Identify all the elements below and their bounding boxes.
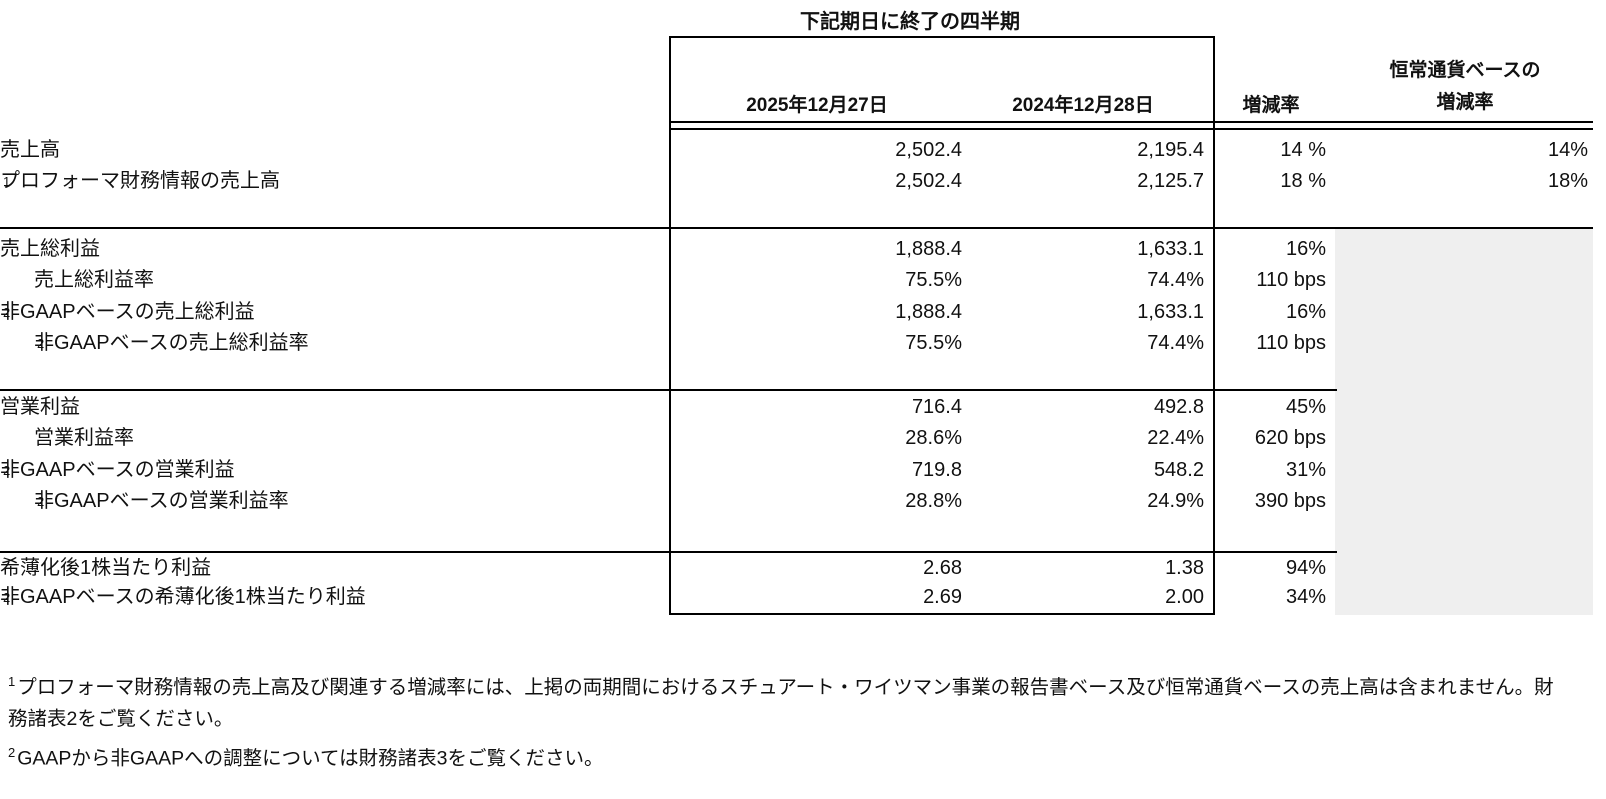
column-header-cc-change-line2: 増減率 (1436, 92, 1494, 113)
row-label: 売上高 (0, 139, 60, 161)
value-cc-change (1337, 423, 1588, 454)
value-cc-change (1337, 297, 1588, 328)
value-2025: 2.69 (923, 586, 962, 608)
row-label: プロフォーマ財務情報の売上高 1 (0, 170, 280, 192)
value-change: 390 bps (1254, 490, 1326, 512)
value-2025: 1,888.4 (895, 301, 962, 323)
row-label: 営業利益 (0, 396, 80, 418)
column-header-period-2024: 2024年12月28日 (1012, 95, 1154, 116)
section-rule-1 (0, 227, 1593, 229)
value-2025: 2,502.4 (895, 170, 962, 192)
table-row: 営業利益 716.4 492.8 45% (0, 392, 1606, 423)
value-cc-change: 18% (1547, 170, 1588, 192)
value-change: 45% (1285, 396, 1326, 418)
footnote-1: 1 プロフォーマ財務情報の売上高及び関連する増減率には、上掲の両期間におけるスチュ… (8, 666, 1568, 735)
table-row: 非GAAPベースの希薄化後1株当たり利益 2 2.69 2.00 34% (0, 582, 1606, 613)
table-row: 売上高 2,502.4 2,195.4 14 % 14% (0, 135, 1606, 166)
value-2025: 2,502.4 (895, 139, 962, 161)
value-change: 110 bps (1256, 269, 1326, 291)
value-2024: 548.2 (1153, 459, 1204, 481)
column-header-cc-change-line1: 恒常通貨ベースの (1389, 60, 1541, 81)
value-2024: 74.4% (1147, 332, 1204, 354)
column-header-period-2025: 2025年12月27日 (746, 95, 888, 116)
value-2025: 28.6% (905, 427, 962, 449)
row-label: 非GAAPベースの売上総利益 2 (0, 301, 255, 323)
value-2025: 716.4 (911, 396, 962, 418)
row-label: 売上総利益率 (34, 269, 154, 291)
value-2025: 75.5% (905, 269, 962, 291)
value-change: 34% (1285, 586, 1326, 608)
value-2024: 1,633.1 (1137, 301, 1204, 323)
value-cc-change (1337, 265, 1588, 296)
value-change: 16% (1285, 238, 1326, 260)
value-change: 31% (1285, 459, 1326, 481)
value-change: 110 bps (1256, 332, 1326, 354)
row-label: 非GAAPベースの売上総利益率 2 (34, 332, 309, 354)
value-2025: 1,888.4 (895, 238, 962, 260)
value-2025: 75.5% (905, 332, 962, 354)
value-change: 16% (1285, 301, 1326, 323)
value-cc-change: 14% (1547, 139, 1588, 161)
value-2024: 22.4% (1147, 427, 1204, 449)
box-left-border (669, 36, 671, 615)
value-cc-change (1337, 455, 1588, 486)
table-row: 非GAAPベースの営業利益率 2 28.8% 24.9% 390 bps (0, 486, 1606, 517)
table-row: 希薄化後1株当たり利益 2.68 1.38 94% (0, 553, 1606, 584)
value-cc-change (1337, 392, 1588, 423)
box-right-border (1213, 36, 1215, 615)
box-top-border (669, 36, 1215, 38)
value-cc-change (1337, 553, 1588, 584)
row-label: 非GAAPベースの営業利益率 2 (34, 490, 289, 512)
footnote-1-marker: 1 (8, 674, 16, 689)
value-2025: 719.8 (911, 459, 962, 481)
row-label: 売上総利益 (0, 238, 100, 260)
value-2025: 28.8% (905, 490, 962, 512)
value-cc-change (1337, 486, 1588, 517)
table-row: 非GAAPベースの売上総利益 2 1,888.4 1,633.1 16% (0, 297, 1606, 328)
header-double-rule-bottom (669, 128, 1593, 130)
box-bottom-border (669, 613, 1215, 615)
value-change: 18 % (1280, 170, 1326, 192)
footnote-2: 2 GAAPから非GAAPへの調整については財務諸表3をご覧ください。 (8, 737, 1568, 775)
value-cc-change (1337, 328, 1588, 359)
table-row: 売上総利益率 75.5% 74.4% 110 bps (0, 265, 1606, 296)
column-header-change: 増減率 (1242, 95, 1300, 116)
row-label: 営業利益率 (34, 427, 134, 449)
section-rule-3 (0, 551, 1337, 553)
row-label: 非GAAPベースの営業利益 2 (0, 459, 235, 481)
table-row: プロフォーマ財務情報の売上高 1 2,502.4 2,125.7 18 % 18% (0, 166, 1606, 197)
row-label: 希薄化後1株当たり利益 (0, 557, 212, 579)
footnote-2-text: GAAPから非GAAPへの調整については財務諸表3をご覧ください。 (17, 747, 604, 770)
table-row: 営業利益率 28.6% 22.4% 620 bps (0, 423, 1606, 454)
value-cc-change (1337, 582, 1588, 613)
value-change: 94% (1285, 557, 1326, 579)
value-cc-change (1337, 234, 1588, 265)
section-rule-2 (0, 389, 1337, 391)
table-row: 非GAAPベースの営業利益 2 719.8 548.2 31% (0, 455, 1606, 486)
value-2024: 1,633.1 (1137, 238, 1204, 260)
value-2024: 74.4% (1147, 269, 1204, 291)
footnote-2-marker: 2 (8, 745, 16, 760)
table-row: 売上総利益 1,888.4 1,633.1 16% (0, 234, 1606, 265)
table-title: 下記期日に終了の四半期 (800, 11, 1020, 33)
shaded-region (1335, 229, 1593, 615)
value-2024: 2,195.4 (1137, 139, 1204, 161)
value-2024: 492.8 (1153, 396, 1204, 418)
value-2024: 24.9% (1147, 490, 1204, 512)
row-label: 非GAAPベースの希薄化後1株当たり利益 2 (0, 586, 366, 608)
value-2024: 2.00 (1165, 586, 1204, 608)
value-2025: 2.68 (923, 557, 962, 579)
value-2024: 2,125.7 (1137, 170, 1204, 192)
table-row: 非GAAPベースの売上総利益率 2 75.5% 74.4% 110 bps (0, 328, 1606, 359)
header-double-rule-top (669, 121, 1593, 123)
value-change: 14 % (1280, 139, 1326, 161)
value-change: 620 bps (1254, 427, 1326, 449)
value-2024: 1.38 (1165, 557, 1204, 579)
footnote-1-text: プロフォーマ財務情報の売上高及び関連する増減率には、上掲の両期間におけるスチュア… (8, 676, 1554, 730)
